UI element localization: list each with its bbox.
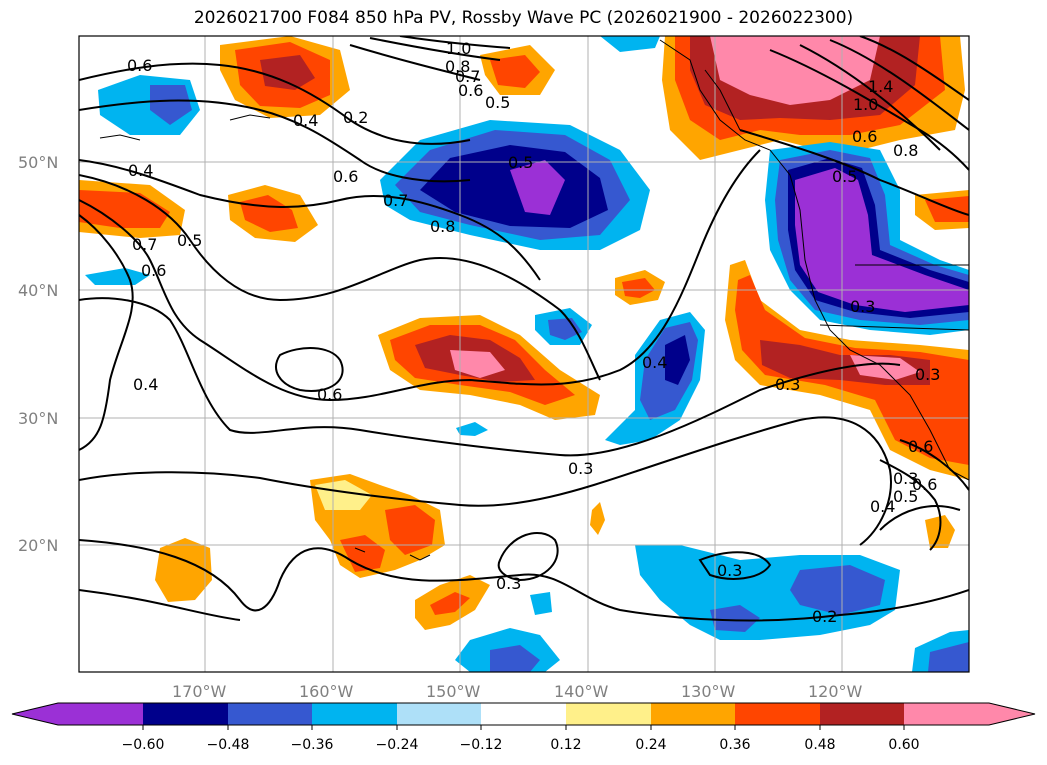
longitude-labels: 170°W 160°W 150°W 140°W 130°W 120°W — [172, 682, 863, 701]
lon-label-150w: 150°W — [426, 682, 481, 701]
contour-label: 0.7 — [132, 235, 157, 254]
colorbar-tick: 0.36 — [719, 737, 750, 753]
colorbar-tick: −0.36 — [291, 737, 334, 753]
contour-label: 0.6 — [458, 81, 483, 100]
contour-labels: 1.0 0.8 0.7 0.6 0.5 0.6 0.4 0.2 1.4 1.0 … — [127, 39, 940, 626]
contour-label: 0.4 — [642, 353, 667, 372]
map-plot-area — [79, 36, 969, 672]
contour-label: 1.0 — [853, 95, 878, 114]
contour-label: 0.5 — [893, 487, 918, 506]
contour-label: 0.6 — [141, 261, 166, 280]
pv-contours — [79, 36, 969, 622]
contour-label: 0.5 — [485, 93, 510, 112]
lon-label-140w: 140°W — [554, 682, 609, 701]
contour-label: 0.3 — [496, 574, 521, 593]
contour-label: 0.8 — [430, 217, 455, 236]
contour-label: 0.2 — [343, 108, 368, 127]
contour-label: 0.6 — [333, 167, 358, 186]
contour-label: 0.7 — [383, 191, 408, 210]
contour-label: 0.8 — [445, 57, 470, 76]
map-frame — [78, 35, 970, 673]
lat-label-40n: 40°N — [18, 281, 58, 300]
coastlines — [99, 39, 969, 561]
colorbar-tick: −0.12 — [460, 737, 503, 753]
shading-layer — [79, 36, 969, 672]
colorbar-tick: 0.60 — [888, 737, 919, 753]
contour-label: 0.3 — [717, 561, 742, 580]
lat-label-30n: 30°N — [18, 409, 58, 428]
contour-label: 0.6 — [912, 475, 937, 494]
contour-label: 0.5 — [177, 231, 202, 250]
colorbar-tick: 0.24 — [635, 737, 666, 753]
contour-label: 0.6 — [317, 385, 342, 404]
lat-label-20n: 20°N — [18, 536, 58, 555]
lon-label-160w: 160°W — [299, 682, 354, 701]
contour-label: 0.4 — [128, 161, 153, 180]
contour-label: 0.2 — [812, 607, 837, 626]
contour-label: 0.7 — [455, 67, 480, 86]
contour-label: 1.4 — [868, 77, 893, 96]
contour-label: 0.4 — [293, 111, 318, 130]
latitude-labels: 50°N 40°N 30°N 20°N — [18, 153, 58, 555]
contour-label: 0.6 — [852, 127, 877, 146]
contour-label: 0.5 — [508, 153, 533, 172]
contour-label: 0.4 — [870, 497, 895, 516]
contour-label: 1.0 — [446, 39, 471, 58]
colorbar-tick: 0.12 — [550, 737, 581, 753]
contour-label: 0.6 — [127, 56, 152, 75]
contour-label: 0.3 — [850, 297, 875, 316]
contour-label: 0.3 — [915, 365, 940, 384]
map-title: 2026021700 F084 850 hPa PV, Rossby Wave … — [193, 8, 854, 28]
contour-label: 0.3 — [568, 459, 593, 478]
contour-label: 0.4 — [133, 375, 158, 394]
lon-label-130w: 130°W — [681, 682, 736, 701]
contour-label: 0.6 — [908, 437, 933, 456]
contour-label: 0.5 — [832, 167, 857, 186]
contour-label: 0.3 — [775, 375, 800, 394]
lat-label-50n: 50°N — [18, 153, 58, 172]
lon-label-120w: 120°W — [808, 682, 863, 701]
contour-label: 0.8 — [893, 141, 918, 160]
colorbar-tick: 0.48 — [804, 737, 835, 753]
colorbar: −0.60 −0.48 −0.36 −0.24 −0.12 0.12 0.24 … — [11, 702, 1036, 753]
colorbar-tick: −0.60 — [122, 737, 165, 753]
colorbar-tick: −0.24 — [376, 737, 419, 753]
lon-label-170w: 170°W — [172, 682, 227, 701]
contour-label: 0.3 — [893, 469, 918, 488]
colorbar-tick: −0.48 — [207, 737, 250, 753]
